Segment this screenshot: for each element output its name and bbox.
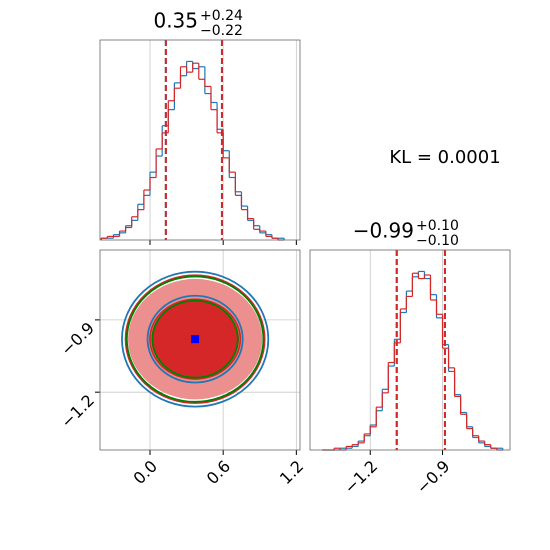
panel-frame [99,249,301,451]
center-marker [191,335,200,344]
contour-level [124,274,266,404]
title-upper: +0.24 [200,8,243,24]
annotation: KL = 0.0001 [389,147,500,168]
panel-title: 0.35 [153,9,198,33]
title-upper: +0.10 [416,218,459,234]
contour-level [151,299,239,379]
contour-level [121,270,270,408]
panel-title: −0.99 [353,219,414,243]
contour-level [149,298,242,380]
panel-frame [99,39,301,241]
title-lower: −0.10 [416,233,459,249]
panel-frame [309,249,511,451]
title-lower: −0.22 [200,23,243,39]
contour-level [146,294,244,384]
contour-level [125,275,265,403]
